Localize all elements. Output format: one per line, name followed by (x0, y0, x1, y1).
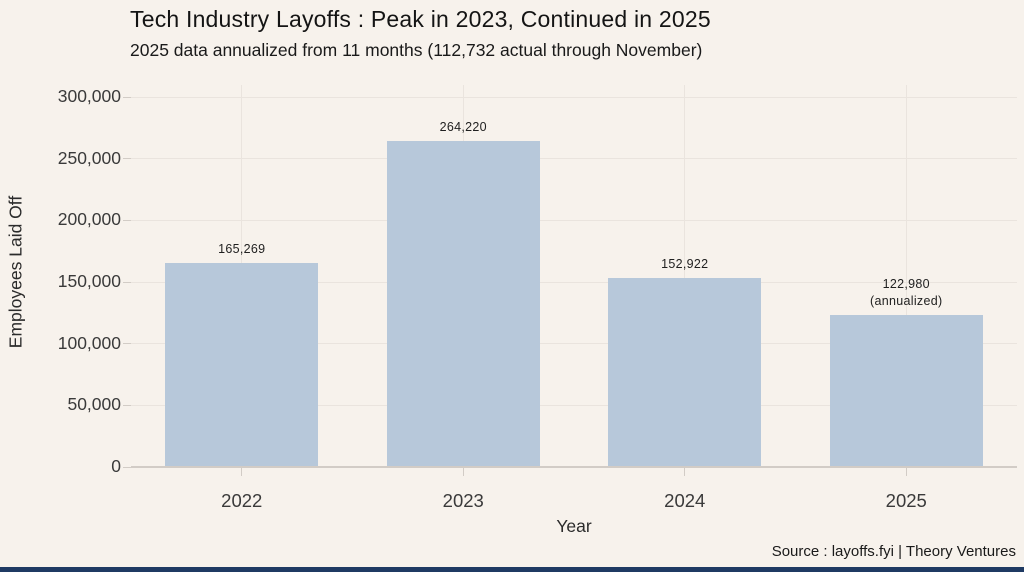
y-tick-label: 100,000 (57, 332, 121, 353)
y-gridline (131, 281, 1017, 283)
bar-value-label: 165,269 (162, 241, 322, 258)
x-tick-mark (684, 467, 686, 476)
x-axis-title: Year (556, 516, 592, 536)
x-tick-label: 2022 (221, 490, 263, 511)
bar (608, 278, 762, 467)
page-subtitle: 2025 data annualized from 11 months (112… (130, 40, 703, 60)
bottom-accent-bar (0, 567, 1024, 572)
bar (386, 141, 540, 467)
bar (829, 315, 983, 467)
y-tick-label: 150,000 (57, 271, 121, 291)
y-gridline (131, 219, 1017, 221)
bar-value-label-line: (annualized) (870, 294, 943, 309)
page-title: Tech Industry Layoffs : Peak in 2023, Co… (130, 6, 711, 32)
x-tick-mark (462, 467, 464, 476)
bar-value-label-line: 122,980 (882, 277, 930, 292)
y-tick-label: 250,000 (57, 147, 121, 168)
y-gridline (131, 404, 1017, 406)
bar-value-label: 122,980 (annualized) (826, 276, 986, 310)
y-tick-mark (123, 281, 131, 283)
bar-value-label: 152,922 (605, 256, 765, 273)
bar-value-label: 264,220 (383, 119, 543, 136)
bar-value-label-line: 165,269 (218, 242, 266, 257)
y-tick-label: 300,000 (57, 86, 121, 106)
x-gridline (684, 85, 686, 467)
y-tick-mark (123, 96, 131, 98)
x-gridline (905, 85, 907, 467)
source-credit: Source : layoffs.fyi | Theory Ventures (771, 543, 1016, 560)
y-gridline (131, 158, 1017, 160)
y-tick-mark (123, 404, 131, 406)
y-gridline (131, 96, 1017, 98)
y-tick-mark (123, 466, 131, 468)
x-tick-mark (905, 467, 907, 476)
y-tick-mark (123, 158, 131, 160)
y-tick-mark (123, 219, 131, 221)
y-tick-label: 0 (111, 456, 121, 476)
x-tick-label: 2025 (885, 490, 927, 511)
x-tick-mark (241, 467, 243, 476)
x-axis-line (131, 466, 1017, 468)
bar-value-label-line: 264,220 (439, 120, 487, 135)
y-gridline (131, 343, 1017, 345)
y-tick-label: 200,000 (57, 209, 121, 230)
y-tick-label: 50,000 (67, 394, 121, 415)
y-tick-mark (123, 343, 131, 345)
bar (165, 263, 319, 467)
x-tick-label: 2024 (664, 490, 706, 511)
x-tick-label: 2023 (442, 490, 484, 511)
bar-value-label-line: 152,922 (661, 257, 709, 272)
